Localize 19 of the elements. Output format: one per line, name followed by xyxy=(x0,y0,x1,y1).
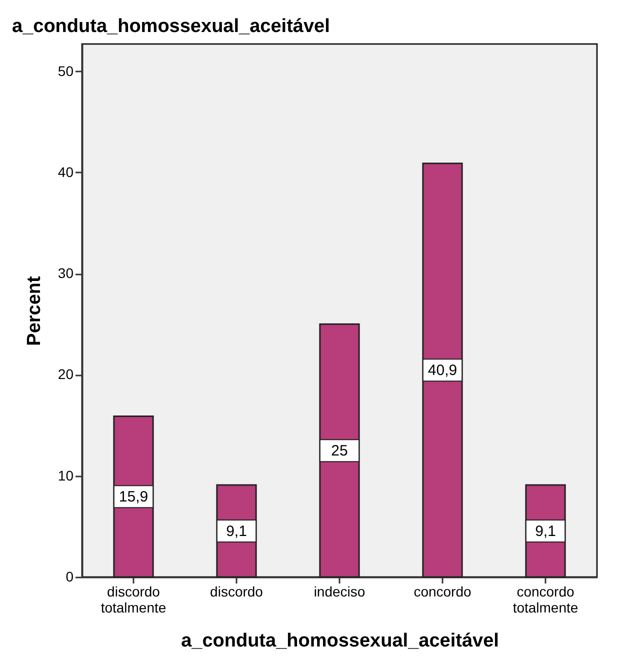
data-label: 9,1 xyxy=(226,522,247,540)
x-tick-label: concordo xyxy=(414,584,472,600)
x-axis-title: a_conduta_homossexual_aceitável xyxy=(181,630,499,652)
data-label: 9,1 xyxy=(535,522,556,540)
data-label: 15,9 xyxy=(118,488,148,506)
y-tick-label: 30 xyxy=(58,265,74,282)
y-tick-label: 50 xyxy=(58,62,74,79)
data-label: 25 xyxy=(331,442,348,460)
y-tick-label: 20 xyxy=(58,366,74,382)
y-tick-label: 10 xyxy=(58,467,74,484)
y-tick-label: 0 xyxy=(66,568,74,584)
y-axis-title: Percent xyxy=(24,275,45,346)
x-tick-label: concordo totalmente xyxy=(512,584,578,616)
chart-title: a_conduta_homossexual_aceitável xyxy=(12,16,330,37)
data-label: 40,9 xyxy=(428,362,458,380)
x-tick-label: discordo totalmente xyxy=(100,584,166,616)
x-tick-label: indeciso xyxy=(314,584,366,600)
x-tick-label: discordo xyxy=(210,584,264,600)
y-tick-label: 40 xyxy=(58,164,74,180)
